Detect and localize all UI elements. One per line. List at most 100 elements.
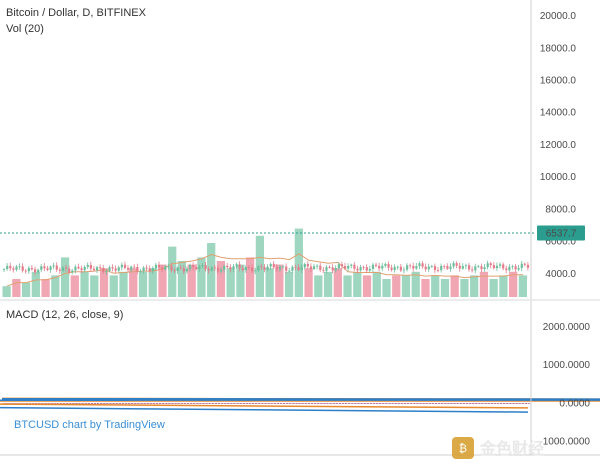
histogram-bar bbox=[177, 403, 180, 404]
time-axis[interactable]: SepNov2018MarMayJul bbox=[0, 454, 600, 471]
candle-body bbox=[319, 265, 322, 270]
candle-body bbox=[161, 267, 164, 270]
candle-body bbox=[142, 267, 145, 272]
price-tick-label: 10000.0 bbox=[540, 172, 577, 183]
volume-bar bbox=[70, 275, 79, 297]
histogram-bar bbox=[84, 403, 87, 404]
histogram-bar bbox=[338, 403, 341, 404]
histogram-bar bbox=[320, 403, 323, 404]
histogram-bar bbox=[382, 403, 385, 404]
candle-body bbox=[390, 267, 393, 270]
candle-body bbox=[409, 265, 412, 267]
histogram-bar bbox=[422, 403, 425, 404]
histogram-bar bbox=[109, 403, 112, 404]
candle-body bbox=[27, 268, 30, 272]
histogram-bar bbox=[196, 403, 199, 404]
tradingview-watermark: BTCUSD chart by TradingView bbox=[14, 419, 165, 431]
histogram-bar bbox=[481, 403, 484, 404]
histogram-bar bbox=[515, 403, 518, 404]
price-pane[interactable]: Bitcoin / Dollar, D, BITFINEX Vol (20) bbox=[0, 7, 536, 297]
histogram-bar bbox=[413, 403, 416, 404]
candle-body bbox=[61, 267, 65, 271]
candle-body bbox=[74, 266, 77, 271]
candle-body bbox=[489, 263, 492, 266]
histogram-bar bbox=[496, 403, 500, 404]
candle-body bbox=[458, 265, 461, 269]
candle-body bbox=[189, 265, 192, 269]
macd-scale[interactable]: 2000.0000 1000.0000 0.0000 -1000.0000 bbox=[530, 301, 590, 455]
histogram-bar bbox=[314, 403, 317, 404]
candle-body bbox=[241, 268, 244, 271]
candle-body bbox=[393, 266, 396, 270]
candle-body bbox=[226, 265, 229, 268]
volume-bar bbox=[119, 271, 128, 297]
volume-moving-average-line bbox=[6, 253, 524, 287]
histogram-bar bbox=[475, 403, 478, 404]
candle-body bbox=[83, 266, 86, 271]
histogram-bar bbox=[78, 403, 81, 404]
candle-body bbox=[111, 267, 114, 269]
candle-body bbox=[309, 266, 313, 269]
candle-body bbox=[322, 269, 325, 271]
histogram-bar bbox=[252, 403, 255, 404]
histogram-bar bbox=[131, 403, 134, 404]
volume-bar bbox=[294, 228, 303, 297]
histogram-bar bbox=[472, 403, 475, 404]
histogram-bar bbox=[75, 403, 78, 404]
volume-bar bbox=[12, 279, 21, 297]
volume-bar bbox=[323, 271, 333, 297]
macd-pane[interactable]: MACD (12, 26, close, 9) BTCUSD chart by … bbox=[0, 307, 600, 443]
histogram-bar bbox=[72, 403, 75, 404]
candle-body bbox=[402, 269, 406, 271]
candle-body bbox=[483, 267, 486, 270]
histogram-bar bbox=[465, 403, 469, 404]
histogram-bar bbox=[90, 403, 93, 404]
histogram-bar bbox=[521, 403, 524, 404]
volume-bar bbox=[138, 271, 148, 297]
volume-bar bbox=[2, 286, 11, 297]
histogram-bar bbox=[211, 403, 214, 404]
candle-body bbox=[514, 266, 517, 270]
volume-bar bbox=[401, 275, 411, 297]
candle-body bbox=[300, 267, 303, 270]
volume-bar bbox=[509, 271, 518, 297]
histogram-bar bbox=[279, 403, 283, 404]
candle-body bbox=[443, 265, 446, 267]
price-tick-labels: 20000.0 18000.0 16000.0 14000.0 12000.0 10000… bbox=[540, 11, 577, 280]
logo-mark-icon bbox=[452, 437, 474, 459]
candle-body bbox=[313, 266, 316, 269]
candle-body bbox=[34, 269, 37, 273]
histogram-bar bbox=[270, 403, 273, 404]
histogram-bar bbox=[487, 403, 490, 404]
histogram-bar bbox=[106, 403, 109, 404]
jinse-logo: ₿ 金色财经 bbox=[452, 437, 544, 459]
histogram-bar bbox=[190, 403, 193, 404]
candle-body bbox=[68, 268, 71, 273]
volume-bar bbox=[109, 275, 118, 297]
candle-body bbox=[254, 270, 257, 272]
volume-bar bbox=[168, 246, 177, 297]
histogram-bar bbox=[97, 403, 100, 404]
histogram-bar bbox=[329, 403, 332, 404]
candle-body bbox=[151, 268, 154, 272]
price-scale[interactable]: 20000.0 18000.0 16000.0 14000.0 12000.0 10000… bbox=[530, 0, 585, 300]
histogram-bar bbox=[388, 403, 391, 404]
candle-body bbox=[517, 268, 520, 270]
candle-body bbox=[148, 268, 151, 272]
histogram-bar bbox=[239, 403, 242, 404]
histogram-bar bbox=[493, 403, 496, 404]
volume-bar bbox=[431, 275, 440, 297]
candle-body bbox=[452, 263, 455, 267]
candle-body bbox=[526, 264, 530, 268]
candle-body bbox=[474, 266, 477, 271]
histogram-bar bbox=[93, 403, 97, 404]
histogram-bar bbox=[199, 403, 202, 404]
volume-bar bbox=[99, 268, 109, 297]
candle-body bbox=[350, 264, 353, 266]
candle-body bbox=[455, 263, 458, 266]
candle-body bbox=[21, 266, 24, 271]
histogram-bar bbox=[348, 403, 351, 404]
histogram-bar bbox=[56, 403, 59, 404]
candle-body bbox=[331, 267, 334, 271]
